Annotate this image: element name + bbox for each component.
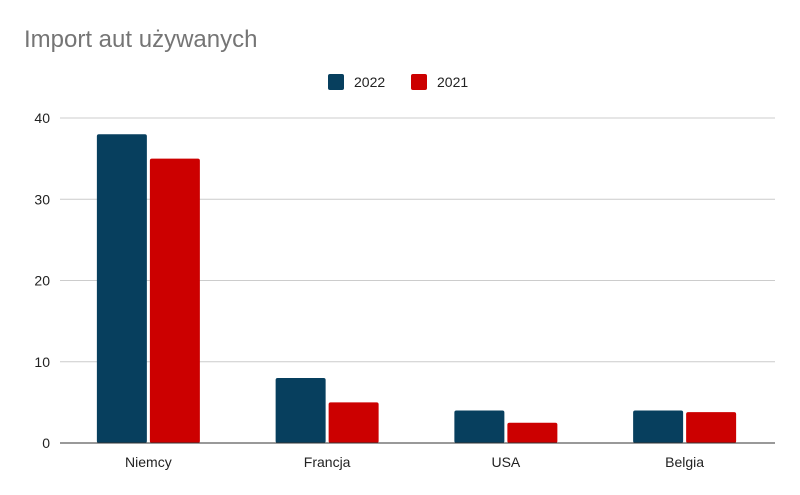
y-tick-label: 20: [34, 273, 50, 289]
legend-swatch: [328, 74, 344, 90]
bar-2022-usa: [454, 410, 505, 443]
legend: 2022 2021: [328, 74, 468, 90]
x-tick-label: USA: [491, 454, 520, 470]
x-tick-label: Francja: [304, 454, 351, 470]
x-tick-label: Belgia: [665, 454, 704, 470]
bar-2021-belgia: [686, 412, 737, 443]
bars: [96, 134, 737, 443]
legend-label: 2022: [354, 74, 385, 90]
bar-2022-belgia: [633, 410, 684, 443]
y-tick-label: 10: [34, 354, 50, 370]
legend-label: 2021: [437, 74, 468, 90]
y-tick-label: 0: [42, 435, 50, 451]
bar-2021-usa: [507, 422, 558, 443]
bar-2021-francja: [328, 402, 379, 443]
bar-2022-francja: [275, 378, 326, 443]
chart-title: Import aut używanych: [24, 26, 258, 53]
bar-2022-niemcy: [96, 134, 147, 443]
x-axis-ticks: Niemcy Francja USA Belgia: [125, 454, 704, 470]
y-tick-label: 40: [34, 110, 50, 126]
legend-swatch: [411, 74, 427, 90]
y-tick-label: 30: [34, 191, 50, 207]
x-tick-label: Niemcy: [125, 454, 172, 470]
y-axis-ticks: 0 10 20 30 40: [34, 110, 50, 451]
bar-2021-niemcy: [149, 158, 200, 443]
